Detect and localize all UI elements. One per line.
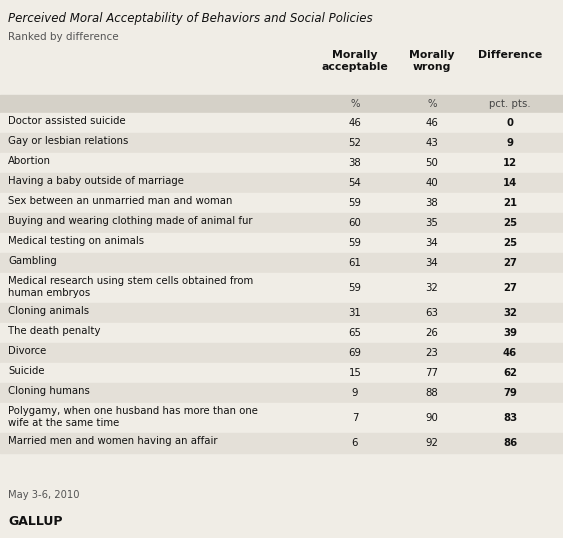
- Text: Gambling: Gambling: [8, 256, 57, 266]
- Text: Divorce: Divorce: [8, 346, 46, 356]
- Bar: [0, 133, 563, 153]
- Bar: [0, 193, 563, 213]
- Text: 14: 14: [503, 178, 517, 188]
- Text: 23: 23: [426, 348, 439, 358]
- Text: 52: 52: [348, 138, 361, 148]
- Text: 50: 50: [426, 158, 439, 168]
- Text: 90: 90: [426, 413, 439, 423]
- Text: 9: 9: [352, 388, 358, 398]
- Text: 46: 46: [503, 348, 517, 358]
- Text: Cloning animals: Cloning animals: [8, 306, 89, 316]
- Text: 61: 61: [348, 258, 361, 268]
- Text: Sex between an unmarried man and woman: Sex between an unmarried man and woman: [8, 196, 233, 206]
- Bar: [0, 403, 563, 433]
- Text: 86: 86: [503, 438, 517, 448]
- Text: 65: 65: [348, 328, 361, 338]
- Text: Difference: Difference: [478, 50, 542, 60]
- Text: Abortion: Abortion: [8, 156, 51, 166]
- Bar: [0, 343, 563, 363]
- Text: Medical research using stem cells obtained from
human embryos: Medical research using stem cells obtain…: [8, 276, 253, 298]
- Text: 9: 9: [507, 138, 513, 148]
- Bar: [0, 363, 563, 383]
- Text: 34: 34: [426, 258, 439, 268]
- Text: %: %: [427, 99, 437, 109]
- Text: 46: 46: [426, 118, 439, 128]
- Text: 38: 38: [348, 158, 361, 168]
- Text: 79: 79: [503, 388, 517, 398]
- Text: 0: 0: [507, 118, 513, 128]
- Bar: [0, 323, 563, 343]
- Text: 88: 88: [426, 388, 439, 398]
- Text: 34: 34: [426, 238, 439, 248]
- Text: 39: 39: [503, 328, 517, 338]
- Text: 83: 83: [503, 413, 517, 423]
- Text: 31: 31: [348, 308, 361, 318]
- Text: The death penalty: The death penalty: [8, 326, 101, 336]
- Bar: [0, 113, 563, 133]
- Text: 12: 12: [503, 158, 517, 168]
- Text: 35: 35: [426, 218, 439, 228]
- Bar: [0, 95, 563, 113]
- Text: 40: 40: [426, 178, 439, 188]
- Text: 63: 63: [426, 308, 439, 318]
- Bar: [0, 433, 563, 453]
- Text: Buying and wearing clothing made of animal fur: Buying and wearing clothing made of anim…: [8, 216, 252, 226]
- Text: Suicide: Suicide: [8, 366, 44, 376]
- Text: Polygamy, when one husband has more than one
wife at the same time: Polygamy, when one husband has more than…: [8, 406, 258, 428]
- Text: 92: 92: [426, 438, 439, 448]
- Text: Having a baby outside of marriage: Having a baby outside of marriage: [8, 176, 184, 186]
- Text: 32: 32: [426, 283, 439, 293]
- Bar: [0, 173, 563, 193]
- Text: 46: 46: [348, 118, 361, 128]
- Text: 60: 60: [348, 218, 361, 228]
- Bar: [0, 303, 563, 323]
- Text: 25: 25: [503, 238, 517, 248]
- Text: 59: 59: [348, 238, 361, 248]
- Bar: [0, 273, 563, 303]
- Bar: [0, 383, 563, 403]
- Text: 77: 77: [426, 368, 439, 378]
- Text: %: %: [350, 99, 360, 109]
- Text: 7: 7: [352, 413, 358, 423]
- Text: 27: 27: [503, 283, 517, 293]
- Text: Gay or lesbian relations: Gay or lesbian relations: [8, 136, 128, 146]
- Text: 59: 59: [348, 283, 361, 293]
- Text: Doctor assisted suicide: Doctor assisted suicide: [8, 116, 126, 126]
- Text: Morally
acceptable: Morally acceptable: [321, 50, 388, 72]
- Bar: [0, 213, 563, 233]
- Text: 27: 27: [503, 258, 517, 268]
- Text: 69: 69: [348, 348, 361, 358]
- Text: Cloning humans: Cloning humans: [8, 386, 90, 396]
- Text: 59: 59: [348, 198, 361, 208]
- Text: 43: 43: [426, 138, 439, 148]
- Text: 25: 25: [503, 218, 517, 228]
- Text: 32: 32: [503, 308, 517, 318]
- Text: 62: 62: [503, 368, 517, 378]
- Bar: [0, 233, 563, 253]
- Text: Medical testing on animals: Medical testing on animals: [8, 236, 144, 246]
- Text: 21: 21: [503, 198, 517, 208]
- Text: 26: 26: [426, 328, 439, 338]
- Text: pct. pts.: pct. pts.: [489, 99, 531, 109]
- Text: Married men and women having an affair: Married men and women having an affair: [8, 436, 217, 446]
- Text: Morally
wrong: Morally wrong: [409, 50, 455, 72]
- Text: 38: 38: [426, 198, 439, 208]
- Bar: [0, 253, 563, 273]
- Text: 15: 15: [348, 368, 361, 378]
- Text: May 3-6, 2010: May 3-6, 2010: [8, 490, 79, 500]
- Text: Ranked by difference: Ranked by difference: [8, 32, 119, 42]
- Text: 6: 6: [352, 438, 358, 448]
- Text: GALLUP: GALLUP: [8, 515, 62, 528]
- Text: Perceived Moral Acceptability of Behaviors and Social Policies: Perceived Moral Acceptability of Behavio…: [8, 12, 373, 25]
- Bar: [0, 153, 563, 173]
- Text: 54: 54: [348, 178, 361, 188]
